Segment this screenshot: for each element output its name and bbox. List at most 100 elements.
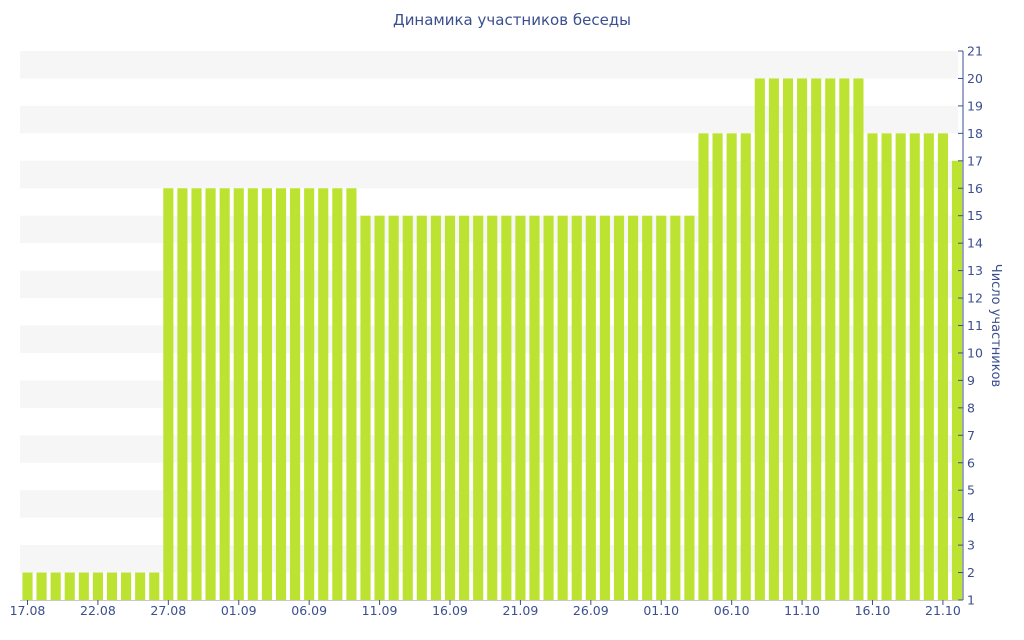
x-tick-label: 06.10 — [714, 603, 750, 618]
bar — [275, 188, 287, 600]
x-tick-label: 27.08 — [150, 603, 186, 618]
bar — [374, 215, 385, 600]
bar — [360, 215, 371, 600]
y-tick-label: 14 — [967, 236, 983, 251]
x-tick-label: 11.09 — [362, 603, 398, 618]
bar — [628, 215, 639, 600]
bar — [895, 133, 906, 600]
y-tick-label: 2 — [967, 565, 975, 580]
bar — [881, 133, 892, 600]
bar — [937, 133, 948, 600]
bar — [712, 133, 723, 600]
bar — [36, 572, 47, 600]
bar — [388, 215, 399, 600]
x-tick-label: 06.09 — [291, 603, 327, 618]
bar — [219, 188, 230, 600]
bar — [177, 188, 188, 600]
bar — [416, 215, 427, 600]
y-tick-label: 4 — [967, 510, 975, 525]
bar — [92, 572, 103, 600]
x-tick-label: 16.10 — [855, 603, 891, 618]
y-tick-label: 11 — [967, 318, 983, 333]
x-axis: 17.08 22.08 27.08 01.09 06.09 11.09 16.09 21.09… — [10, 600, 961, 618]
x-tick-label: 22.08 — [80, 603, 116, 618]
y-tick-label: 5 — [967, 483, 975, 498]
y-tick-label: 7 — [967, 428, 975, 443]
bar — [501, 215, 512, 600]
x-tick-label: 26.09 — [573, 603, 609, 618]
bar — [64, 572, 75, 600]
bar — [529, 215, 540, 600]
x-tick-label: 11.10 — [784, 603, 820, 618]
bar — [121, 572, 132, 600]
bar — [459, 215, 470, 600]
bar — [853, 78, 864, 600]
bar — [613, 215, 625, 600]
y-tick-label: 18 — [967, 126, 983, 141]
bar — [726, 133, 737, 600]
bar — [163, 188, 174, 600]
y-tick-label: 19 — [967, 98, 983, 113]
bar — [78, 572, 89, 600]
bar — [149, 572, 160, 600]
bar — [825, 78, 836, 600]
x-tick-label: 21.10 — [925, 603, 961, 618]
y-tick-label: 12 — [967, 291, 983, 306]
y-tick-label: 9 — [967, 373, 975, 388]
x-tick-label: 21.09 — [503, 603, 539, 618]
x-tick-label: 16.09 — [432, 603, 468, 618]
bar — [261, 188, 272, 600]
bar — [346, 188, 357, 600]
x-tick-label: 01.10 — [643, 603, 679, 618]
y-tick-label: 6 — [967, 455, 975, 470]
bar — [782, 78, 794, 600]
bar — [332, 188, 343, 600]
bar — [839, 78, 850, 600]
bar — [923, 133, 934, 600]
x-tick-label: 17.08 — [10, 603, 46, 618]
y-tick-label: 21 — [967, 44, 983, 59]
bar — [106, 572, 118, 600]
y-tick-label: 8 — [967, 400, 975, 415]
bar — [867, 133, 878, 600]
bar — [304, 188, 315, 600]
bar — [444, 215, 456, 600]
y-tick-label: 13 — [967, 263, 983, 278]
grid-band — [20, 51, 958, 79]
bar — [811, 78, 822, 600]
bar — [543, 215, 554, 600]
bar — [642, 215, 653, 600]
bar — [473, 215, 484, 600]
y-tick-label: 3 — [967, 538, 975, 553]
bar — [290, 188, 301, 600]
bar — [247, 188, 258, 600]
chart-title: Динамика участников беседы — [392, 11, 632, 29]
bar — [515, 215, 526, 600]
bar — [50, 572, 61, 600]
bar — [599, 215, 610, 600]
bar — [684, 215, 695, 600]
bar — [557, 215, 568, 600]
bar — [754, 78, 765, 600]
bar — [768, 78, 779, 600]
y-tick-label: 17 — [967, 153, 983, 168]
y-tick-label: 15 — [967, 208, 983, 223]
y-axis-label: Число участников — [988, 264, 1003, 387]
bar — [205, 188, 216, 600]
bar — [487, 215, 498, 600]
y-tick-label: 20 — [967, 71, 983, 86]
bar — [585, 215, 596, 600]
bar — [571, 215, 582, 600]
bars-group — [22, 78, 963, 601]
bar — [740, 133, 751, 600]
bar — [909, 133, 920, 600]
y-tick-label: 1 — [967, 593, 975, 608]
bar — [233, 188, 244, 600]
x-tick-label: 01.09 — [221, 603, 257, 618]
bar — [656, 215, 667, 600]
bar — [670, 215, 681, 600]
bar — [191, 188, 202, 600]
y-tick-label: 10 — [967, 345, 983, 360]
